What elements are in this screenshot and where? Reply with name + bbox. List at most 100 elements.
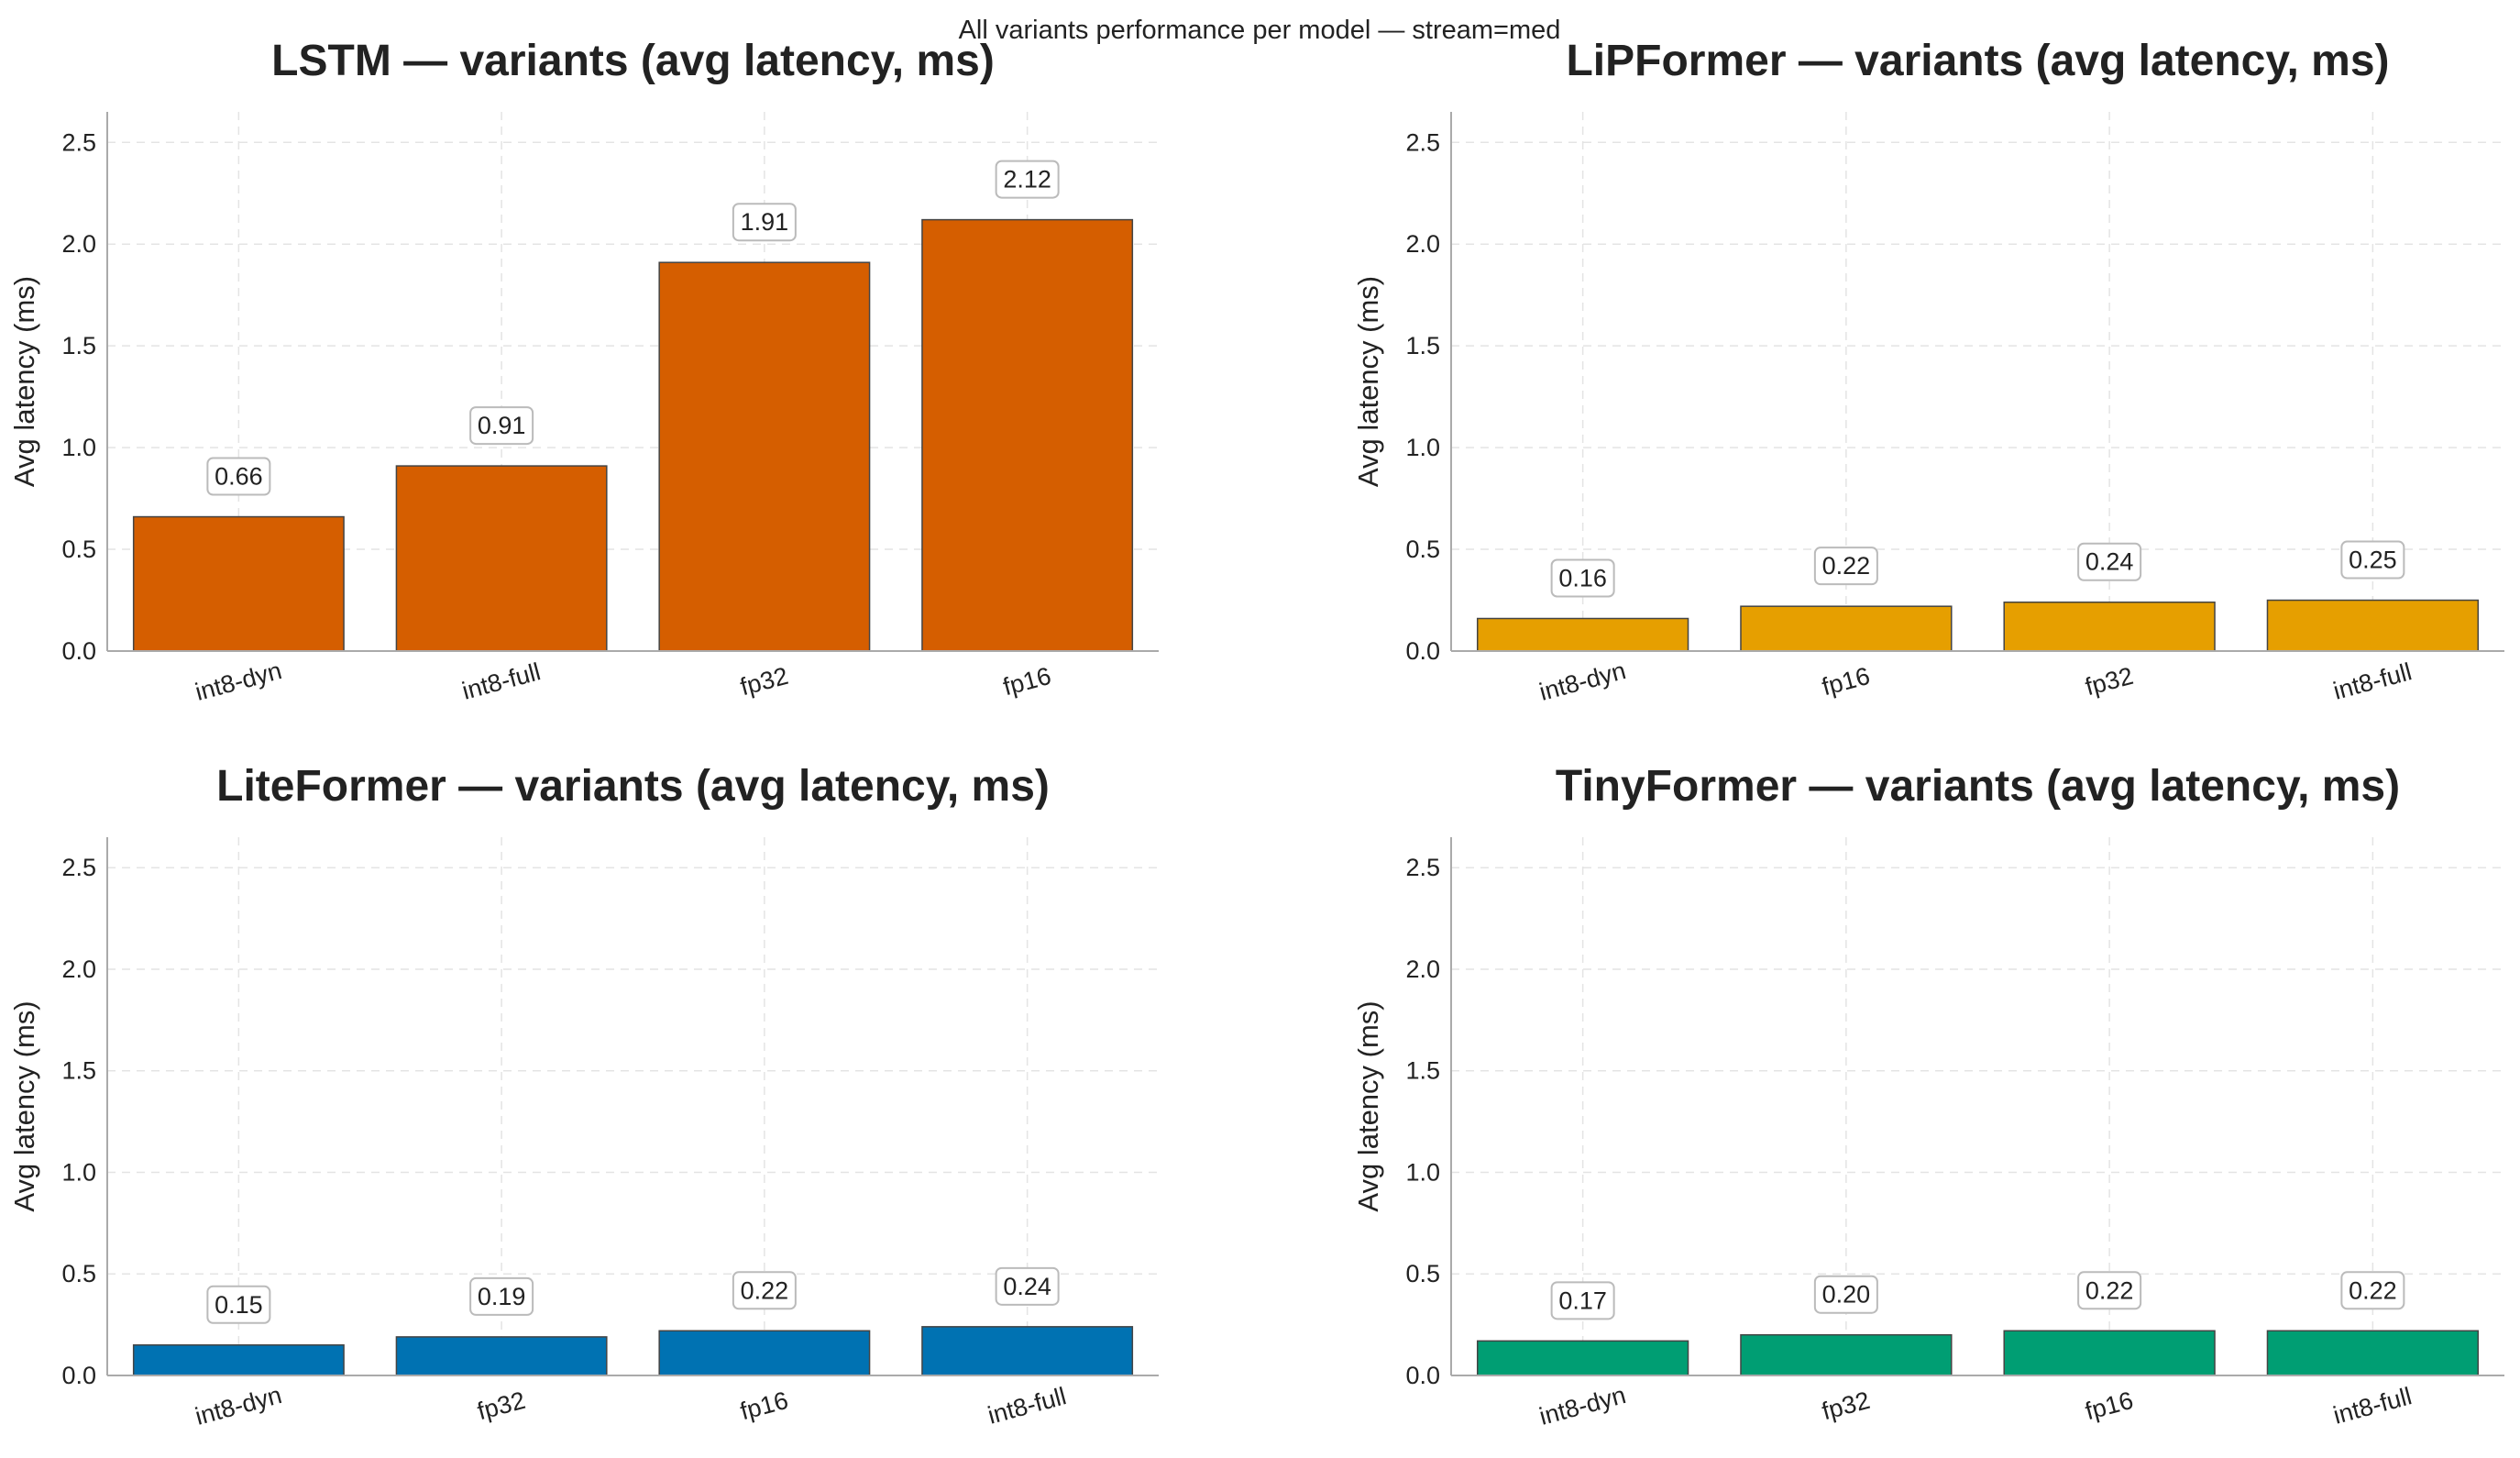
y-axis-label: Avg latency (ms) <box>8 276 40 487</box>
value-label: 0.91 <box>478 412 526 439</box>
y-tick-label: 2.0 <box>61 955 96 983</box>
y-axis-label: Avg latency (ms) <box>8 1000 40 1211</box>
bar-int8-dyn <box>1476 617 1689 652</box>
bar-fp16 <box>1740 605 1953 652</box>
x-tick-label: fp16 <box>1000 662 1054 701</box>
y-tick-label: 2.5 <box>61 128 96 156</box>
x-tick-label: int8-full <box>2330 1382 2415 1430</box>
y-tick-label: 1.0 <box>61 434 96 461</box>
value-label: 0.22 <box>741 1276 789 1304</box>
bar-fp32 <box>658 261 871 652</box>
y-tick-label: 1.0 <box>1405 1158 1440 1186</box>
y-tick-label: 2.5 <box>1405 854 1440 881</box>
x-tick-label: fp32 <box>2083 662 2137 701</box>
bar-int8-full <box>921 1326 1134 1376</box>
y-tick-label: 1.5 <box>61 332 96 359</box>
y-tick-label: 1.0 <box>1405 434 1440 461</box>
value-label: 0.66 <box>215 463 263 491</box>
value-label: 1.91 <box>741 208 789 236</box>
bar-int8-full <box>2266 599 2480 652</box>
figure-suptitle: All variants performance per model — str… <box>959 16 1561 45</box>
value-label: 0.16 <box>1558 564 1607 591</box>
y-axis-label: Avg latency (ms) <box>1352 1000 1384 1211</box>
y-tick-label: 2.5 <box>61 854 96 881</box>
chart-panel-1: LSTM — variants (avg latency, ms) 0.0 0.5 1… <box>8 37 1159 706</box>
chart-title: TinyFormer — variants (avg latency, ms) <box>1556 762 2400 811</box>
value-label-box <box>206 1285 271 1324</box>
y-tick-label: 0.0 <box>1405 637 1440 665</box>
x-tick-label: int8-dyn <box>1536 1381 1629 1430</box>
value-label: 0.24 <box>1003 1273 1051 1300</box>
bar-int8-dyn <box>132 515 345 652</box>
value-label-box <box>1813 547 1878 586</box>
y-tick-label: 0.5 <box>61 1260 96 1287</box>
value-label-box <box>2077 1271 2142 1310</box>
y-axis-label: Avg latency (ms) <box>1352 276 1384 487</box>
bar-fp32 <box>395 1336 608 1376</box>
x-tick-label: fp32 <box>1819 1386 1873 1426</box>
value-label-box <box>469 406 534 446</box>
value-label-box <box>206 457 271 496</box>
bar-fp32 <box>1740 1333 1953 1376</box>
bar-int8-dyn <box>132 1344 345 1376</box>
value-label: 0.22 <box>2349 1276 2397 1304</box>
y-tick-label: 0.5 <box>61 536 96 563</box>
chart-panel-2: LiPFormer — variants (avg latency, ms) 0.… <box>1352 37 2504 706</box>
value-label: 0.22 <box>1822 552 1871 580</box>
value-label-box <box>732 1271 797 1310</box>
value-label: 0.17 <box>1558 1287 1607 1314</box>
x-tick-label: int8-full <box>459 657 544 705</box>
value-label-box <box>995 160 1060 199</box>
y-tick-label: 0.0 <box>61 637 96 665</box>
x-tick-label: fp16 <box>737 1386 791 1426</box>
x-tick-label: fp16 <box>1819 662 1873 701</box>
x-tick-label: int8-full <box>985 1382 1069 1430</box>
x-tick-label: fp32 <box>475 1386 529 1426</box>
y-tick-label: 2.0 <box>61 230 96 258</box>
y-tick-label: 0.5 <box>1405 536 1440 563</box>
value-label-box <box>2340 1271 2405 1310</box>
chart-panel-4: TinyFormer — variants (avg latency, ms) 0… <box>1352 762 2504 1430</box>
x-tick-label: int8-dyn <box>193 657 285 706</box>
bar-int8-dyn <box>1476 1340 1689 1376</box>
bar-int8-full <box>2266 1330 2480 1376</box>
value-label: 0.22 <box>2085 1276 2134 1304</box>
value-label: 0.20 <box>1822 1281 1871 1309</box>
x-tick-label: int8-full <box>2330 657 2415 705</box>
y-tick-label: 2.0 <box>1405 230 1440 258</box>
value-label: 0.25 <box>2349 547 2397 574</box>
chart-panel-3: LiteFormer — variants (avg latency, ms) 0… <box>8 762 1159 1430</box>
value-label: 0.19 <box>478 1283 526 1310</box>
y-tick-label: 1.5 <box>1405 332 1440 359</box>
bar-int8-full <box>395 465 608 652</box>
chart-panels: LSTM — variants (avg latency, ms) 0.0 0.5 1… <box>8 37 2504 1430</box>
chart-title: LSTM — variants (avg latency, ms) <box>271 37 995 85</box>
bar-fp32 <box>2003 601 2216 652</box>
value-label-box <box>1550 558 1615 598</box>
bar-fp16 <box>2003 1330 2216 1376</box>
y-tick-label: 2.5 <box>1405 128 1440 156</box>
value-label-box <box>469 1276 534 1316</box>
y-tick-label: 0.5 <box>1405 1260 1440 1287</box>
bar-fp16 <box>921 218 1134 652</box>
value-label-box <box>732 203 797 242</box>
x-tick-label: int8-dyn <box>193 1381 285 1430</box>
x-tick-label: fp32 <box>737 662 791 701</box>
value-label-box <box>2077 542 2142 581</box>
value-label: 0.24 <box>2085 548 2134 576</box>
y-tick-label: 1.5 <box>61 1057 96 1085</box>
x-tick-label: fp16 <box>2083 1386 2137 1426</box>
value-label-box <box>995 1266 1060 1306</box>
value-label-box <box>2340 540 2405 580</box>
chart-title: LiteFormer — variants (avg latency, ms) <box>216 762 1050 811</box>
y-tick-label: 0.0 <box>61 1362 96 1389</box>
value-label: 2.12 <box>1003 166 1051 193</box>
value-label-box <box>1813 1275 1878 1314</box>
y-tick-label: 1.5 <box>1405 1057 1440 1085</box>
y-tick-label: 2.0 <box>1405 955 1440 983</box>
y-tick-label: 1.0 <box>61 1158 96 1186</box>
value-label-box <box>1550 1281 1615 1320</box>
chart-title: LiPFormer — variants (avg latency, ms) <box>1566 37 2389 85</box>
y-tick-label: 0.0 <box>1405 1362 1440 1389</box>
